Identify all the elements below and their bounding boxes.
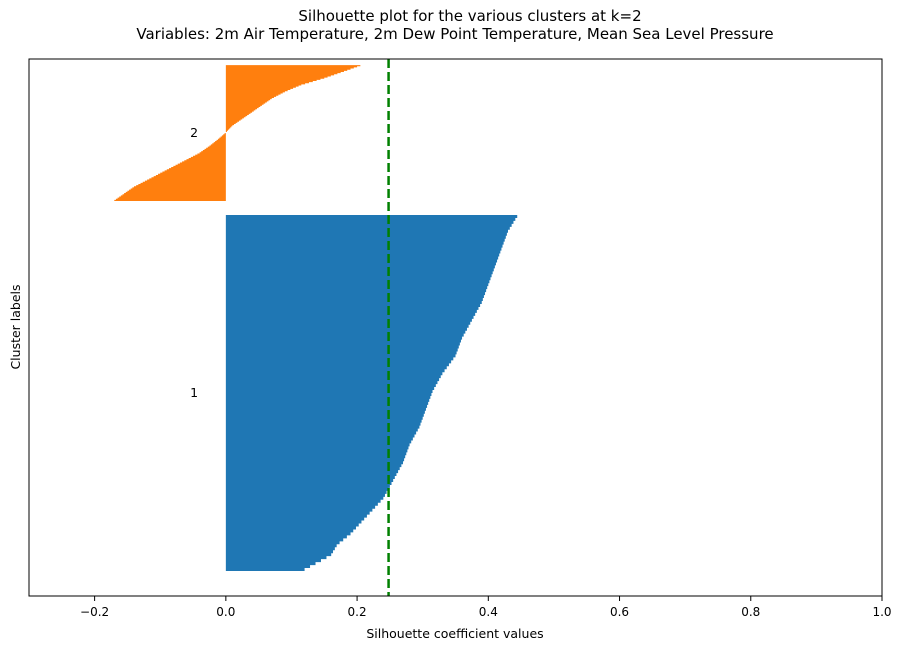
x-tick-label: 0.6 bbox=[610, 605, 629, 619]
cluster-1-silhouette bbox=[225, 214, 520, 572]
cluster-label-2: 2 bbox=[190, 125, 198, 140]
x-tick-label: 0.8 bbox=[741, 605, 760, 619]
x-tick-label: 0.4 bbox=[479, 605, 498, 619]
x-tick-label: −0.2 bbox=[80, 605, 109, 619]
x-tick-label: 0.2 bbox=[348, 605, 367, 619]
x-tick-label: 0.0 bbox=[216, 605, 235, 619]
y-axis-label: Cluster labels bbox=[8, 284, 23, 369]
cluster-label-1: 1 bbox=[190, 385, 198, 400]
x-tick-label: 1.0 bbox=[872, 605, 891, 619]
x-axis-label: Silhouette coefficient values bbox=[366, 626, 543, 641]
axes-frame bbox=[28, 58, 883, 597]
chart-title: Silhouette plot for the various clusters… bbox=[298, 7, 641, 25]
plot-area: 1 2 −0.2 0.0 0.2 0.4 0.6 0.8 1.0 bbox=[28, 58, 892, 619]
chart-subtitle: Variables: 2m Air Temperature, 2m Dew Po… bbox=[136, 25, 773, 43]
silhouette-bands bbox=[114, 65, 520, 572]
cluster-2-silhouette bbox=[114, 65, 364, 201]
